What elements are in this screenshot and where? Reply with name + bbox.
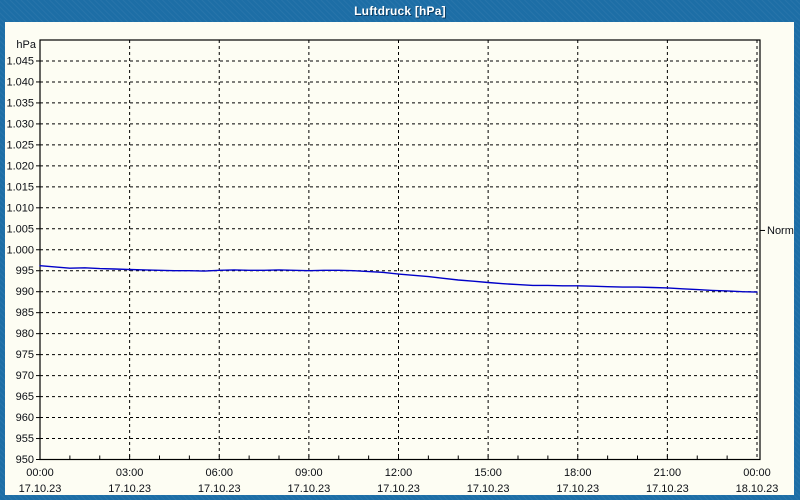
window-titlebar: Luftdruck [hPa]: [0, 0, 800, 22]
x-tick-date-label: 17.10.23: [377, 483, 420, 495]
x-tick-date-label: 17.10.23: [198, 483, 241, 495]
y-tick-label: 1.020: [6, 160, 34, 172]
y-tick-label: 1.025: [6, 139, 34, 151]
y-axis-unit-label: hPa: [16, 39, 36, 51]
x-tick-date-label: 17.10.23: [556, 483, 599, 495]
y-tick-label: 1.000: [6, 244, 34, 256]
x-tick-time-label: 00:00: [743, 467, 771, 479]
y-tick-label: 1.035: [6, 97, 34, 109]
pressure-chart: 1.045 1.040 1.035 1.030 1.025 1.020 1.015 1.010…: [6, 39, 794, 495]
x-tick-time-label: 06:00: [205, 467, 233, 479]
y-tick-label: 1.015: [6, 181, 34, 193]
y-tick-label: 1.045: [6, 55, 34, 67]
y-tick-label: 1.030: [6, 118, 34, 130]
y-tick-label: 955: [16, 433, 34, 445]
x-tick-time-label: 15:00: [474, 467, 502, 479]
x-tick-date-label: 17.10.23: [646, 483, 689, 495]
pressure-series-line: [39, 265, 758, 293]
y-tick-label: 1.005: [6, 223, 34, 235]
y-tick-label: 960: [16, 412, 34, 424]
chart-content-area: 1.045 1.040 1.035 1.030 1.025 1.020 1.015 1.010…: [5, 22, 794, 495]
y-tick-label: 995: [16, 265, 34, 277]
y-tick-label: 975: [16, 349, 34, 361]
normal-marker-label: Normal: [767, 225, 794, 237]
y-tick-label: 985: [16, 307, 34, 319]
y-tick-label: 980: [16, 328, 34, 340]
x-tick-time-label: 12:00: [385, 467, 413, 479]
x-tick-date-label: 17.10.23: [467, 483, 510, 495]
plot-border: [39, 39, 761, 461]
y-tick-label: 950: [16, 454, 34, 466]
x-tick-date-label: 18.10.23: [736, 483, 779, 495]
x-tick-date-label: 17.10.23: [19, 483, 62, 495]
y-tick-label: 1.040: [6, 76, 34, 88]
x-tick-date-label: 17.10.23: [108, 483, 151, 495]
y-tick-label: 965: [16, 391, 34, 403]
x-tick-date-label: 17.10.23: [287, 483, 330, 495]
y-tick-label: 1.010: [6, 202, 34, 214]
y-tick-label: 990: [16, 286, 34, 298]
x-tick-time-label: 03:00: [116, 467, 144, 479]
x-tick-time-label: 21:00: [654, 467, 682, 479]
window-title: Luftdruck [hPa]: [354, 4, 446, 18]
x-tick-time-label: 09:00: [295, 467, 323, 479]
y-tick-label: 970: [16, 370, 34, 382]
x-tick-time-label: 18:00: [564, 467, 592, 479]
x-tick-time-label: 00:00: [26, 467, 54, 479]
